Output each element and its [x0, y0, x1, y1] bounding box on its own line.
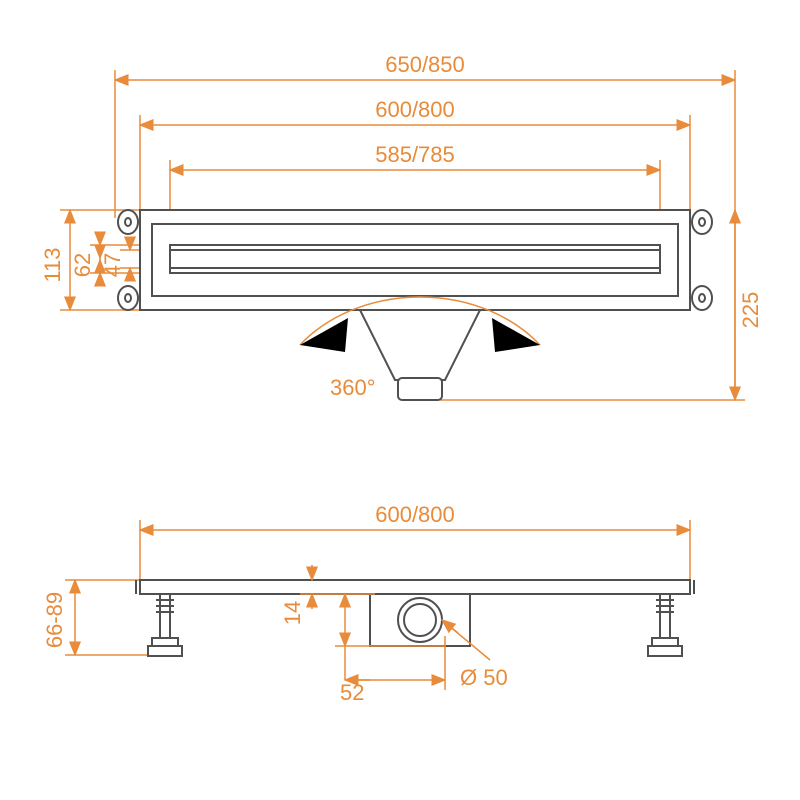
dim-diameter: Ø 50 [460, 665, 508, 690]
technical-drawing: 650/850 600/800 585/785 113 62 47 225 [0, 0, 800, 800]
dim-14: 14 [280, 601, 305, 625]
side-dim-600-800: 600/800 [375, 502, 455, 527]
drain-deck [140, 580, 690, 594]
mounting-tab-right [692, 210, 712, 310]
dim-62: 62 [70, 253, 95, 277]
dim-66-89: 66-89 [42, 592, 67, 648]
dim-47: 47 [100, 253, 125, 277]
dim-52: 52 [340, 680, 364, 705]
dim-650-850: 650/850 [385, 52, 465, 77]
top-view: 650/850 600/800 585/785 113 62 47 225 [40, 52, 763, 400]
rotation-arrow-right [492, 318, 540, 352]
dim-585-785: 585/785 [375, 142, 455, 167]
rotation-label: 360° [330, 375, 376, 400]
dim-113: 113 [40, 247, 65, 282]
dim-225: 225 [738, 292, 763, 329]
siphon-body [360, 310, 480, 380]
adjustable-leg-right [648, 594, 682, 656]
side-view: 600/800 66-89 14 52 [42, 502, 694, 705]
rotation-arrow-left [300, 318, 348, 352]
dim-600-800: 600/800 [375, 97, 455, 122]
adjustable-leg-left [148, 594, 182, 656]
siphon-outlet [398, 378, 442, 400]
